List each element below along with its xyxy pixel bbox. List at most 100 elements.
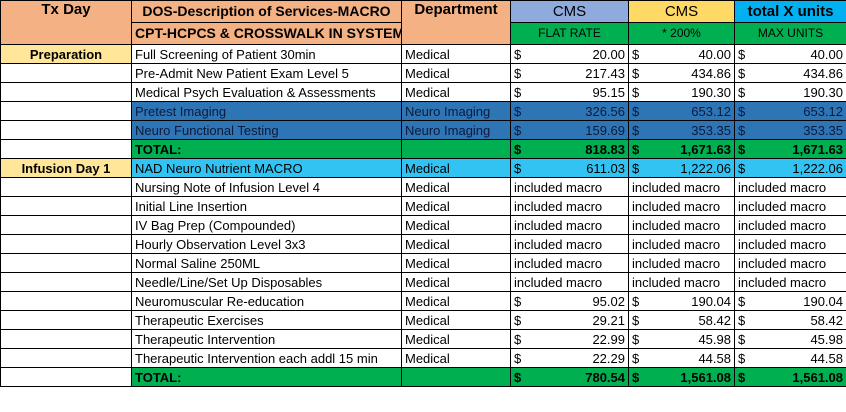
amount-cell: $611.03 — [510, 158, 629, 178]
amount-cell: $1,561.08 — [734, 367, 846, 387]
included-macro-cell: included macro — [510, 196, 629, 216]
included-macro-cell: included macro — [734, 272, 846, 292]
included-macro-cell: included macro — [628, 253, 735, 273]
amount-cell: $653.12 — [628, 101, 735, 121]
service-description: Initial Line Insertion — [131, 196, 402, 216]
amount-cell: $22.99 — [510, 329, 629, 349]
currency-symbol: $ — [738, 65, 746, 81]
amount-cell: $818.83 — [510, 139, 629, 159]
department-cell: Medical — [401, 177, 511, 197]
amount-value: 22.99 — [592, 331, 625, 347]
total-department-empty — [401, 139, 511, 159]
amount-cell: $44.58 — [734, 348, 846, 368]
amount-cell: $653.12 — [734, 101, 846, 121]
table-row: Preparation Full Screening of Patient 30m… — [0, 44, 846, 64]
header-row-2: CPT-HCPCS & CROSSWALK IN SYSTEM FLAT RAT… — [1, 22, 846, 45]
table-row: Normal Saline 250ML Medical included macro… — [0, 253, 846, 273]
currency-symbol: $ — [632, 141, 640, 157]
amount-value: 780.54 — [585, 369, 625, 385]
currency-symbol: $ — [738, 160, 746, 176]
currency-symbol: $ — [738, 331, 746, 347]
amount-cell: $95.02 — [510, 291, 629, 311]
header-row-1: Tx Day DOS-Description of Services-MACRO… — [0, 0, 846, 45]
currency-symbol: $ — [514, 103, 522, 119]
currency-symbol: $ — [632, 369, 640, 385]
service-description: Hourly Observation Level 3x3 — [131, 234, 402, 254]
amount-value: 653.12 — [691, 103, 731, 119]
currency-symbol: $ — [738, 103, 746, 119]
amount-value: 58.42 — [810, 312, 843, 328]
amount-cell: $190.04 — [734, 291, 846, 311]
amount-value: 1,561.08 — [792, 369, 843, 385]
amount-cell: $190.30 — [734, 82, 846, 102]
table-row: Hourly Observation Level 3x3 Medical inclu… — [0, 234, 846, 254]
currency-symbol: $ — [632, 122, 640, 138]
service-description: Needle/Line/Set Up Disposables — [131, 272, 402, 292]
amount-value: 190.30 — [803, 84, 843, 100]
currency-symbol: $ — [738, 122, 746, 138]
total-row: TOTAL: $818.83 $1,671.63 $1,671.63 — [0, 139, 846, 159]
department-cell: Medical — [401, 44, 511, 64]
total-department-empty — [401, 367, 511, 387]
amount-value: 434.86 — [691, 65, 731, 81]
amount-value: 159.69 — [585, 122, 625, 138]
amount-cell: $1,671.63 — [734, 139, 846, 159]
amount-cell: $44.58 — [628, 348, 735, 368]
table-row: Nursing Note of Infusion Level 4 Medical i… — [0, 177, 846, 197]
currency-symbol: $ — [632, 312, 640, 328]
included-macro-cell: included macro — [628, 196, 735, 216]
amount-cell: $353.35 — [628, 120, 735, 140]
flat-rate-subheader: FLAT RATE — [510, 22, 629, 45]
amount-cell: $95.15 — [510, 82, 629, 102]
service-description: Neuro Functional Testing — [131, 120, 402, 140]
description-header-line1: DOS-Description of Services-MACRO — [131, 0, 402, 23]
currency-symbol: $ — [632, 65, 640, 81]
table-row: Medical Psych Evaluation & Assessments Me… — [0, 82, 846, 102]
amount-value: 1,222.06 — [792, 160, 843, 176]
currency-symbol: $ — [514, 84, 522, 100]
billing-table: Tx Day DOS-Description of Services-MACRO… — [0, 0, 846, 387]
cms-flat-header: CMS — [510, 0, 629, 23]
amount-cell: $22.29 — [510, 348, 629, 368]
amount-value: 1,671.63 — [792, 141, 843, 157]
included-macro-cell: included macro — [734, 177, 846, 197]
department-header: Department — [401, 0, 511, 45]
department-cell: Medical — [401, 272, 511, 292]
day-cell-empty — [0, 196, 132, 216]
total-units-header: total X units — [734, 0, 846, 23]
included-macro-cell: included macro — [510, 234, 629, 254]
amount-cell: $45.98 — [734, 329, 846, 349]
total-row: TOTAL: $780.54 $1,561.08 $1,561.08 — [0, 367, 846, 387]
amount-value: 45.98 — [810, 331, 843, 347]
service-description: IV Bag Prep (Compounded) — [131, 215, 402, 235]
amount-value: 190.04 — [803, 293, 843, 309]
department-cell: Medical — [401, 158, 511, 178]
amount-cell: $434.86 — [628, 63, 735, 83]
amount-value: 58.42 — [698, 312, 731, 328]
currency-symbol: $ — [738, 293, 746, 309]
currency-symbol: $ — [632, 46, 640, 62]
day-cell-empty — [0, 253, 132, 273]
service-description: Full Screening of Patient 30min — [131, 44, 402, 64]
table-row: Needle/Line/Set Up Disposables Medical inc… — [0, 272, 846, 292]
included-macro-cell: included macro — [628, 215, 735, 235]
included-macro-cell: included macro — [734, 215, 846, 235]
amount-value: 653.12 — [803, 103, 843, 119]
total-label: TOTAL: — [131, 139, 402, 159]
table-body: Tx Day DOS-Description of Services-MACRO… — [0, 0, 846, 387]
department-cell: Medical — [401, 196, 511, 216]
department-cell: Medical — [401, 82, 511, 102]
department-cell: Neuro Imaging — [401, 120, 511, 140]
amount-cell: $29.21 — [510, 310, 629, 330]
amount-value: 44.58 — [698, 350, 731, 366]
currency-symbol: $ — [738, 350, 746, 366]
cms-200-header: CMS — [628, 0, 735, 23]
currency-symbol: $ — [514, 369, 522, 385]
table-row: Therapeutic Intervention each addl 15 mi… — [0, 348, 846, 368]
currency-symbol: $ — [514, 293, 522, 309]
included-macro-cell: included macro — [734, 253, 846, 273]
department-cell: Medical — [401, 234, 511, 254]
department-cell: Medical — [401, 348, 511, 368]
amount-value: 611.03 — [586, 160, 625, 176]
table-row: Therapeutic Intervention Medical $22.99 $45… — [0, 329, 846, 349]
